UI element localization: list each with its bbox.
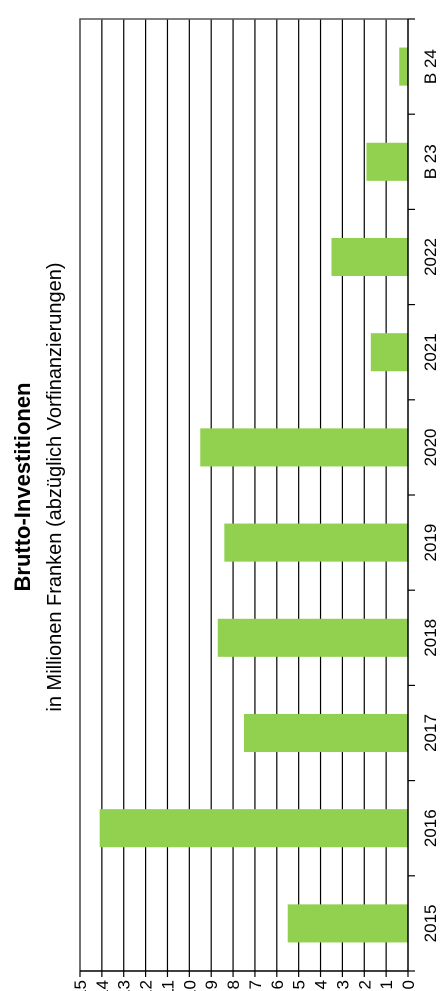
category-label: 2020 (421, 428, 440, 466)
value-tick-label: 4 (312, 980, 331, 989)
category-label: 2018 (421, 619, 440, 657)
plot-frame (79, 18, 408, 971)
category-label: B 23 (421, 144, 440, 179)
bar (287, 904, 409, 943)
category-label: 2016 (421, 809, 440, 847)
value-tick-label: 1 (377, 980, 396, 989)
bar (244, 713, 408, 753)
category-labels: 2015 2016 2017 2018 2019 2020 2021 2022 B 23 B 24 (421, 49, 440, 942)
value-tick-label: 2 (355, 980, 374, 989)
chart-title: Brutto-Investitionen (10, 383, 35, 592)
bar (224, 523, 408, 562)
value-tick-label: 15 (71, 980, 90, 991)
bar (331, 237, 409, 277)
value-tick-label: 14 (93, 980, 112, 991)
bar (370, 333, 408, 372)
chart-subtitle: in Millionen Franken (abzüglich Vorfinan… (44, 262, 66, 711)
bars (99, 47, 409, 943)
value-tick-label: 10 (180, 980, 199, 991)
bar (366, 142, 409, 181)
bar (99, 809, 409, 848)
value-tick-label: 5 (290, 980, 309, 989)
category-label: 2022 (421, 238, 440, 276)
value-tick-label: 12 (137, 980, 156, 991)
value-tick-label: 7 (246, 980, 265, 989)
category-label: 2019 (421, 524, 440, 562)
value-tick-label: 11 (158, 980, 177, 991)
axes (79, 18, 415, 977)
category-label: B 24 (421, 49, 440, 84)
category-label: 2017 (421, 714, 440, 752)
value-tick-label: 3 (333, 980, 352, 989)
value-tick-label: 8 (224, 980, 243, 989)
bar (217, 618, 408, 657)
category-label: 2015 (421, 904, 440, 942)
value-tick-label: 6 (268, 980, 287, 989)
value-tick-label: 9 (202, 980, 221, 989)
value-tick-label: 0 (399, 980, 418, 989)
category-label: 2021 (421, 333, 440, 371)
value-tick-label: 13 (115, 980, 134, 991)
bar (399, 47, 408, 86)
bar (200, 428, 408, 467)
